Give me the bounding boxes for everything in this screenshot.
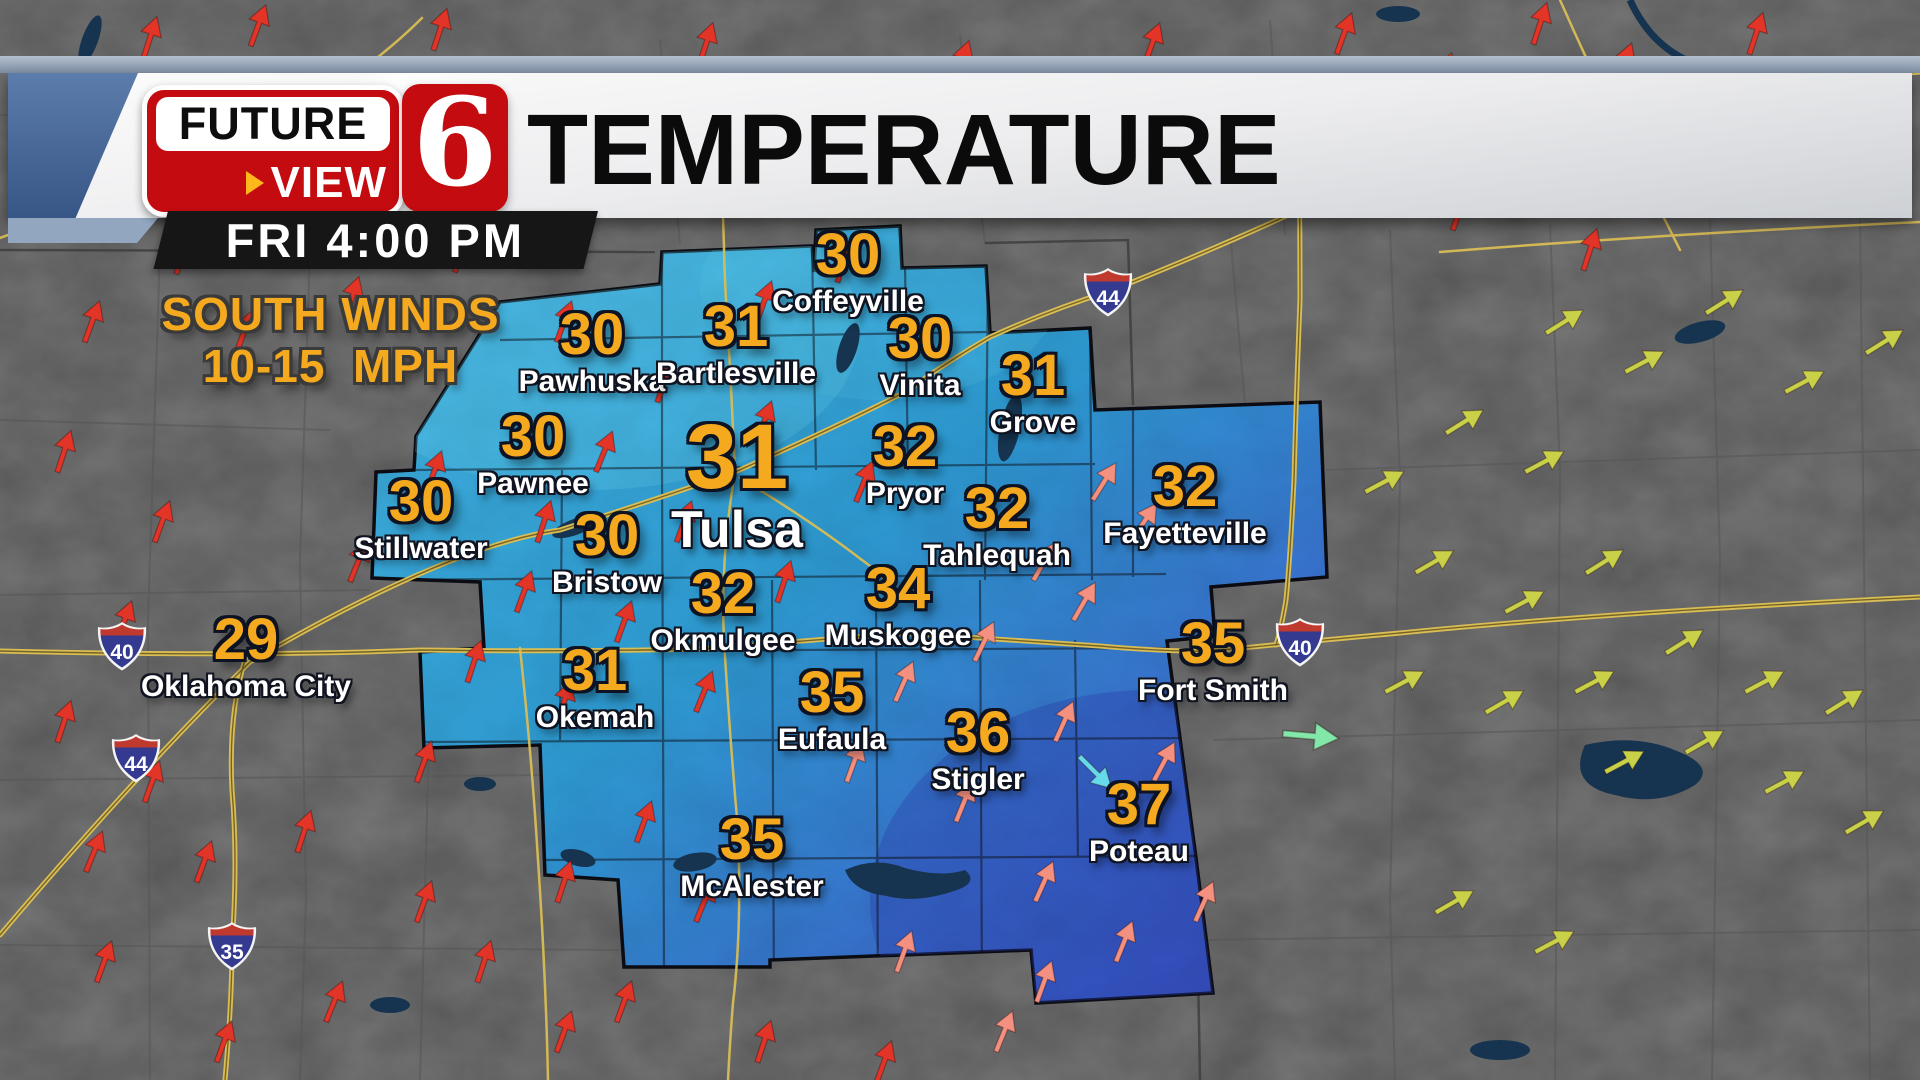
wind-arrow-icon: [1533, 930, 1575, 956]
wind-arrow-icon: [653, 359, 677, 404]
wind-arrow-icon: [1433, 890, 1475, 916]
wind-arrow-icon: [233, 309, 257, 354]
wind-arrow-icon: [82, 829, 107, 874]
wind-arrow-icon: [93, 939, 117, 984]
wind-arrow-icon: [613, 599, 637, 644]
wind-arrow-icon: [1503, 590, 1545, 616]
wind-arrow-icon: [592, 429, 617, 474]
wind-arrow-icon: [1863, 329, 1905, 357]
wind-arrow-icon: [513, 569, 537, 614]
wind-arrow-icon: [413, 879, 437, 924]
wind-arrow-icon: [463, 639, 487, 684]
wind-arrow-icon: [1703, 289, 1745, 317]
wind-arrow-icon: [952, 779, 977, 824]
wind-arrow-icon: [1663, 629, 1705, 657]
wind-arrow-icon: [1743, 670, 1785, 696]
wind-arrow-icon: [53, 429, 77, 474]
wind-arrow-icon: [852, 459, 877, 504]
wind-arrow-icon: [1603, 750, 1645, 776]
wind-arrow-icon: [1529, 1, 1553, 46]
wind-arrow-icon: [1281, 721, 1341, 752]
wind-arrow-icon: [553, 1009, 577, 1054]
wind-arrow-icon: [139, 15, 163, 60]
wind-arrow-icon: [293, 809, 317, 854]
wind-arrow-icon: [843, 739, 867, 784]
wind-arrow-icon: [1052, 700, 1076, 744]
wind-arrow-icon: [1033, 959, 1057, 1004]
wind-arrow-icon: [833, 239, 857, 284]
wind-annotation: SOUTH WINDS 10-15 MPH: [108, 288, 553, 392]
wind-arrow-icon: [773, 559, 797, 604]
wind-arrow-icon: [341, 275, 365, 320]
wind-arrow-icon: [971, 620, 996, 664]
wind-arrow-icon: [473, 939, 497, 984]
wind-arrow-icon: [1076, 753, 1113, 790]
wind-arrow-icon: [753, 399, 777, 444]
wind-arrow-icon: [1843, 810, 1885, 836]
wind-arrow-icon: [1683, 730, 1725, 756]
wind-arrow-icon: [613, 979, 637, 1024]
wind-arrow-icon: [193, 839, 217, 884]
wind-arrow-icon: [1363, 470, 1405, 496]
wind-arrow-icon: [553, 299, 577, 344]
wind-arrow-icon: [673, 499, 697, 544]
wind-arrow-icon: [213, 1019, 237, 1064]
wind-arrow-icon: [893, 929, 917, 974]
wind-arrow-icon: [1745, 11, 1769, 56]
wind-arrow-icon: [633, 799, 657, 844]
wind-arrow-icon: [1443, 409, 1485, 437]
wind-arrow-icon: [1032, 860, 1056, 904]
wind-arrow-icon: [1483, 690, 1525, 716]
wind-arrow-icon: [1089, 461, 1117, 503]
wind-line-1: SOUTH WINDS: [161, 288, 500, 340]
wind-arrow-icon: [423, 449, 447, 494]
wind-arrow-icon: [429, 7, 453, 52]
wind-arrow-icon: [892, 660, 916, 704]
wind-arrow-icon: [1333, 11, 1357, 56]
wind-arrow-icon: [1573, 670, 1615, 696]
wind-arrow-icon: [1413, 550, 1455, 576]
wind-arrow-icon: [753, 1019, 777, 1064]
wind-arrow-icon: [753, 279, 777, 324]
wind-line-2: 10-15 MPH: [202, 340, 459, 392]
wind-arrow-icon: [533, 499, 557, 544]
wind-arrow-icon: [553, 859, 577, 904]
wind-arrow-icon: [413, 739, 437, 784]
wind-arrow-icon: [1823, 689, 1865, 717]
wind-arrow-icon: [692, 879, 717, 924]
wind-arrow-icon: [1763, 770, 1805, 796]
wind-arrow-icon: [1623, 350, 1665, 376]
wind-arrow-icon: [1523, 450, 1565, 476]
wind-arrow-icon: [1192, 880, 1216, 924]
timestamp-bar: FRI 4:00 PM: [153, 211, 598, 269]
wind-arrow-icon: [1070, 581, 1096, 623]
wind-arrow-icon: [1543, 309, 1585, 337]
wind-arrow-icon: [992, 1009, 1017, 1054]
wind-arrow-icon: [1383, 670, 1425, 696]
wind-arrow-icon: [322, 979, 347, 1024]
wind-arrow-icon: [1112, 919, 1137, 964]
wind-arrow-icon: [81, 299, 105, 344]
wind-arrow-icon: [1129, 502, 1158, 542]
wind-arrow-icon: [553, 679, 577, 724]
wind-arrow-icon: [151, 499, 175, 544]
wind-arrow-icon: [1583, 549, 1625, 577]
lakes: [78, 0, 1753, 1060]
wind-arrow-icon: [1783, 370, 1825, 396]
wind-arrow-icon: [1150, 741, 1176, 783]
wind-arrow-icon: [1579, 227, 1603, 272]
wind-arrow-icon: [53, 699, 77, 744]
timestamp-text: FRI 4:00 PM: [226, 213, 526, 267]
wind-arrow-icon: [692, 669, 717, 714]
wind-arrow-icon: [873, 1039, 897, 1080]
wind-arrow-icon: [247, 3, 271, 48]
wind-arrow-icon: [1030, 541, 1056, 583]
wind-arrow-icon: [346, 539, 371, 584]
